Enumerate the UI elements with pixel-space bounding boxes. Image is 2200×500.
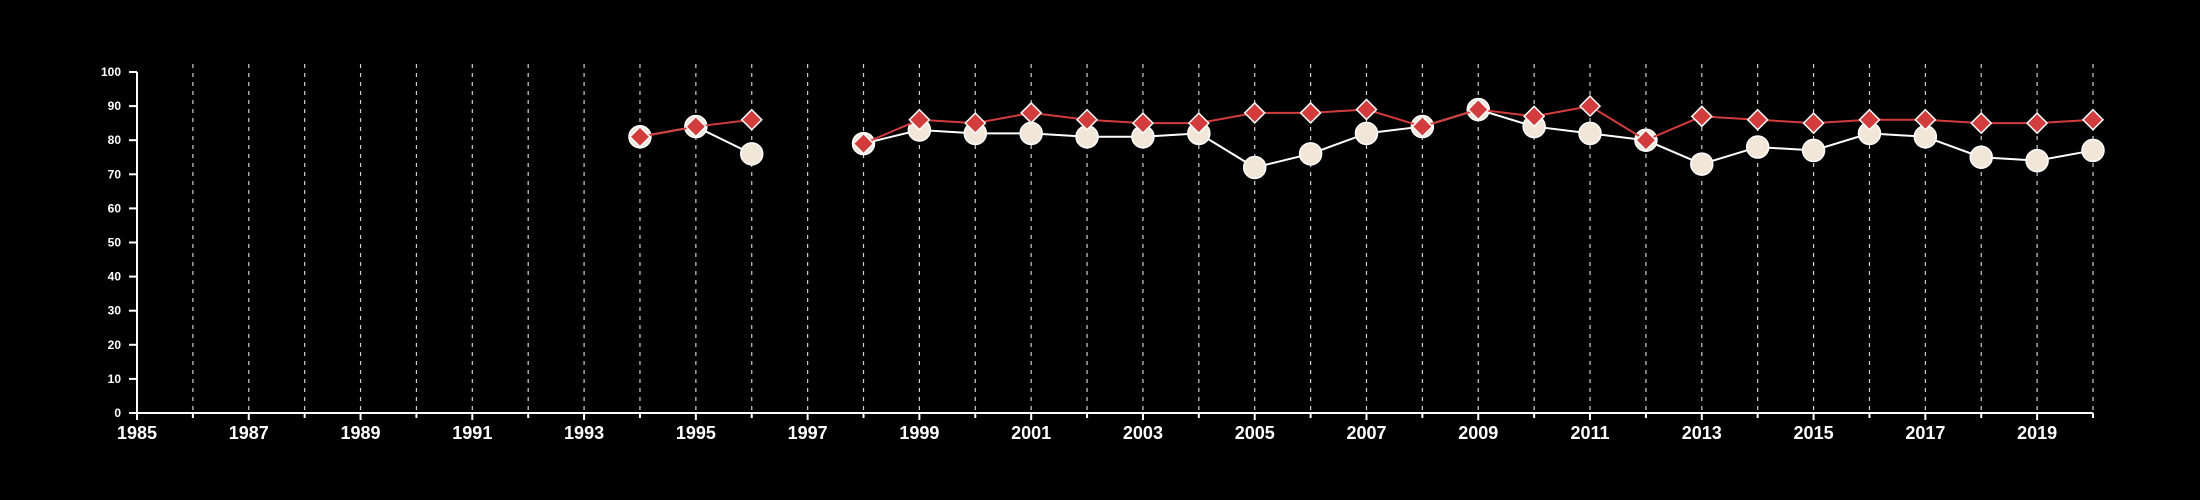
x-tick-label-1993: 1993 — [564, 423, 604, 443]
diamond-point-2007 — [1355, 98, 1378, 121]
diamond-point-2016 — [1858, 108, 1881, 131]
diamond-point-2013 — [1690, 105, 1713, 128]
y-tick-label-30: 30 — [108, 304, 122, 318]
diamond-point-2015 — [1802, 112, 1825, 135]
x-tick-label-1995: 1995 — [676, 423, 716, 443]
circle-point-2013 — [1690, 152, 1714, 176]
series-diamond — [628, 95, 2105, 155]
diamond-point-2010 — [1523, 105, 1546, 128]
diamond-point-2000 — [964, 112, 987, 135]
x-tick-label-2009: 2009 — [1458, 423, 1498, 443]
diamond-point-2005 — [1243, 101, 1266, 124]
diamond-point-1998 — [852, 132, 875, 155]
diamond-point-2001 — [1020, 101, 1043, 124]
diamond-point-2011 — [1578, 95, 1602, 118]
diamond-point-2006 — [1299, 101, 1322, 124]
x-tick-label-1987: 1987 — [229, 423, 269, 443]
axes: 0 10 20 30 40 50 60 70 80 90 100 1985 1987 1989 1991 19… — [101, 65, 2094, 443]
series-diamond-segment-2012-2013 — [1645, 115, 1703, 142]
y-tick-label-20: 20 — [108, 338, 122, 352]
diamond-point-2020 — [2081, 108, 2105, 131]
y-tick-label-50: 50 — [108, 236, 122, 250]
diamond-point-1999 — [908, 108, 931, 131]
x-tick-label-1999: 1999 — [899, 423, 939, 443]
x-tick-label-2007: 2007 — [1346, 423, 1386, 443]
series-group — [628, 95, 2105, 180]
diamond-point-2003 — [1131, 112, 1155, 135]
diamond-point-2017 — [1914, 108, 1937, 131]
vertical-gridlines — [192, 64, 2094, 413]
x-tick-label-2019: 2019 — [2017, 423, 2057, 443]
y-tick-label-90: 90 — [108, 99, 122, 113]
x-tick-label-2011: 2011 — [1570, 423, 1609, 443]
circle-point-2007 — [1354, 121, 1379, 146]
circle-point-2006 — [1298, 142, 1323, 166]
diamond-point-1994 — [628, 125, 652, 148]
series-diamond-segment-1998-1999 — [863, 118, 920, 145]
x-tick-label-2003: 2003 — [1123, 423, 1163, 443]
diamond-point-2009 — [1467, 98, 1490, 121]
x-tick-label-2015: 2015 — [1794, 423, 1834, 443]
y-tick-label-60: 60 — [108, 201, 122, 215]
series-diamond-segment-2007-2008 — [1366, 108, 1423, 128]
circle-point-2018 — [1969, 145, 1993, 169]
y-tick-label-40: 40 — [108, 270, 122, 284]
circle-point-2019 — [2025, 148, 2049, 173]
x-tick-label-2005: 2005 — [1235, 423, 1275, 443]
diamond-point-2014 — [1746, 108, 1769, 131]
series-diamond-segment-2008-2009 — [1422, 108, 1479, 128]
circle-point-2020 — [2081, 138, 2105, 163]
x-tick-label-2001: 2001 — [1011, 423, 1051, 443]
diamond-point-2018 — [1970, 112, 1993, 135]
y-tick-label-80: 80 — [108, 133, 122, 147]
circle-point-2011 — [1578, 121, 1602, 146]
diamond-point-2008 — [1411, 115, 1434, 138]
circle-point-1996 — [739, 142, 764, 166]
x-tick-label-1991: 1991 — [452, 423, 492, 443]
diamond-point-2002 — [1075, 108, 1099, 131]
diamond-point-2012 — [1634, 129, 1657, 152]
diamond-point-2019 — [2026, 112, 2049, 135]
circle-point-2001 — [1019, 121, 1043, 146]
y-tick-label-0: 0 — [114, 406, 121, 420]
diamond-point-1996 — [740, 108, 763, 131]
x-tick-label-1989: 1989 — [341, 423, 381, 443]
diamond-point-2004 — [1187, 112, 1210, 135]
x-tick-label-2013: 2013 — [1682, 423, 1722, 443]
circle-point-2014 — [1745, 135, 1770, 159]
y-tick-label-100: 100 — [101, 65, 121, 79]
series-diamond-segment-2011-2012 — [1589, 105, 1647, 142]
circle-point-2015 — [1801, 138, 1826, 163]
diamond-point-1995 — [684, 115, 707, 138]
x-tick-label-1985: 1985 — [117, 423, 157, 443]
x-tick-label-2017: 2017 — [1905, 423, 1945, 443]
y-tick-label-10: 10 — [108, 372, 122, 386]
y-tick-label-70: 70 — [108, 167, 122, 181]
x-tick-label-1997: 1997 — [788, 423, 828, 443]
circle-point-2005 — [1242, 155, 1267, 180]
